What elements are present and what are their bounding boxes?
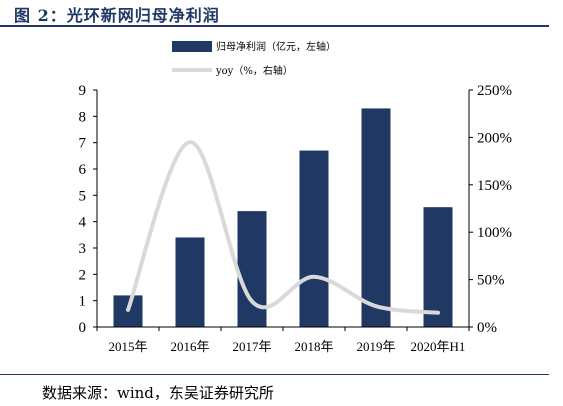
right-tick-label: 250% bbox=[477, 83, 512, 99]
right-tick-label: 50% bbox=[477, 273, 505, 289]
left-tick-label: 2 bbox=[79, 267, 87, 283]
left-tick-label: 8 bbox=[79, 109, 87, 125]
yoy-line bbox=[126, 140, 440, 315]
left-tick-label: 7 bbox=[79, 136, 87, 152]
right-tick-label: 100% bbox=[477, 225, 512, 241]
x-tick-label: 2019年 bbox=[356, 339, 395, 354]
legend-line-label: yoy（%，右轴） bbox=[215, 64, 293, 77]
legend-bar-label: 归母净利润（亿元，左轴） bbox=[216, 40, 336, 53]
top-rule bbox=[0, 25, 549, 27]
x-tick-label: 2020年H1 bbox=[411, 339, 466, 354]
bar-3 bbox=[237, 211, 267, 327]
left-tick-label: 5 bbox=[79, 188, 87, 204]
left-tick-label: 4 bbox=[79, 215, 87, 231]
right-tick-label: 200% bbox=[477, 130, 512, 146]
left-tick-label: 1 bbox=[79, 294, 87, 310]
figure-title: 图 2：光环新网归母净利润 bbox=[14, 6, 220, 25]
right-tick-label: 0% bbox=[477, 320, 497, 336]
bar-5 bbox=[361, 108, 391, 327]
bar-6 bbox=[423, 207, 453, 327]
yoy-line-series bbox=[126, 140, 440, 315]
left-tick-label: 0 bbox=[79, 320, 87, 336]
legend-bar-swatch bbox=[172, 41, 212, 52]
bar-series bbox=[113, 108, 453, 327]
bottom-rule bbox=[0, 374, 549, 375]
x-tick-label: 2018年 bbox=[294, 339, 333, 354]
x-tick-label: 2017年 bbox=[232, 339, 271, 354]
x-tick-label: 2016年 bbox=[170, 339, 209, 354]
left-tick-label: 9 bbox=[79, 83, 87, 99]
left-tick-label: 3 bbox=[79, 241, 87, 257]
left-tick-label: 6 bbox=[79, 162, 87, 178]
legend: 归母净利润（亿元，左轴） yoy（%，右轴） bbox=[172, 40, 336, 77]
x-tick-label: 2015年 bbox=[108, 339, 147, 354]
bar-4 bbox=[299, 150, 329, 327]
source-note: 数据来源：wind，东吴证券研究所 bbox=[42, 384, 274, 402]
bar-2 bbox=[175, 237, 205, 327]
right-tick-label: 150% bbox=[477, 178, 512, 194]
axes: 0 1 2 3 4 5 6 7 8 9 0% 50% 100% 150% 200% 250% 2015年 2016… bbox=[79, 83, 513, 354]
